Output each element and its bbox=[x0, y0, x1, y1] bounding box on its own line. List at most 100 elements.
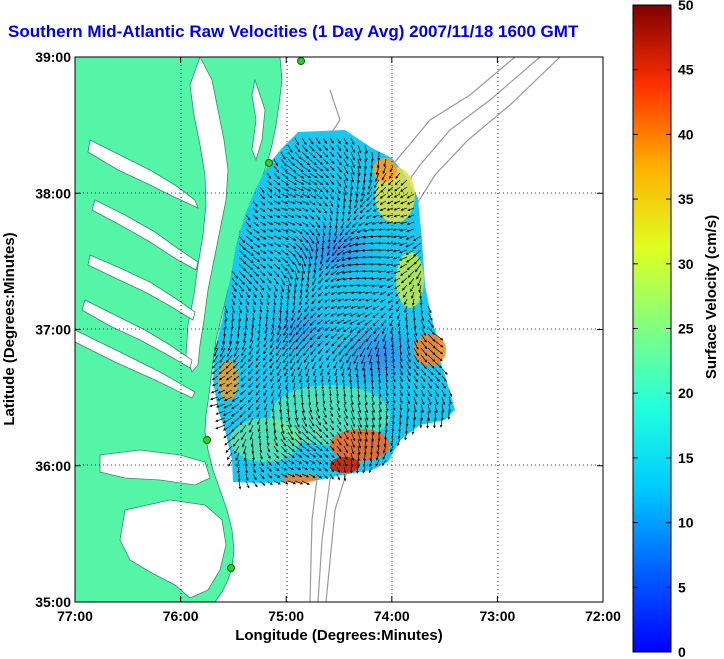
velocity-arrow bbox=[315, 410, 320, 419]
velocity-arrow bbox=[308, 256, 312, 267]
velocity-arrow bbox=[333, 235, 338, 244]
velocity-arrow bbox=[372, 298, 380, 302]
velocity-arrow bbox=[273, 277, 279, 285]
velocity-arrow bbox=[340, 361, 345, 370]
velocity-arrow bbox=[317, 298, 324, 304]
velocity-arrow bbox=[336, 193, 340, 202]
velocity-arrow bbox=[294, 263, 300, 274]
velocity-arrow bbox=[327, 375, 331, 383]
velocity-arrow bbox=[278, 382, 282, 390]
velocity-arrow bbox=[322, 207, 327, 214]
velocity-arrow bbox=[347, 361, 352, 371]
velocity-arrow bbox=[360, 347, 366, 358]
velocity-arrow bbox=[357, 333, 366, 342]
velocity-arrow bbox=[434, 375, 440, 382]
velocity-arrow bbox=[308, 403, 313, 413]
velocity-arrow bbox=[342, 375, 345, 384]
velocity-arrow bbox=[392, 256, 401, 260]
velocity-arrow bbox=[371, 151, 374, 162]
velocity-arrow bbox=[343, 158, 349, 167]
velocity-arrow bbox=[231, 305, 235, 314]
velocity-arrow bbox=[219, 354, 226, 364]
velocity-arrow bbox=[413, 347, 419, 357]
velocity-arrow bbox=[330, 277, 338, 282]
velocity-arrow bbox=[371, 389, 375, 398]
velocity-arrow bbox=[245, 249, 254, 256]
velocity-arrow bbox=[287, 270, 293, 280]
velocity-arrow bbox=[266, 214, 274, 218]
velocity-arrow bbox=[315, 242, 319, 252]
velocity-arrow bbox=[372, 312, 380, 318]
velocity-arrow bbox=[375, 347, 380, 358]
velocity-arrow bbox=[322, 410, 327, 419]
velocity-arrow bbox=[380, 179, 387, 187]
velocity-arrow bbox=[277, 368, 282, 377]
velocity-arrow bbox=[266, 242, 274, 247]
velocity-arrow bbox=[386, 207, 394, 211]
velocity-arrow bbox=[327, 368, 331, 376]
velocity-arrow bbox=[304, 305, 310, 313]
velocity-arrow bbox=[434, 333, 444, 341]
velocity-arrow bbox=[311, 354, 317, 363]
velocity-arrow bbox=[240, 368, 247, 375]
velocity-arrow bbox=[393, 277, 401, 282]
velocity-arrow bbox=[259, 298, 263, 306]
velocity-arrow bbox=[420, 333, 427, 343]
velocity-arrow bbox=[399, 263, 408, 269]
velocity-arrow bbox=[255, 361, 261, 368]
velocity-arrow bbox=[427, 326, 435, 335]
velocity-arrow bbox=[266, 305, 269, 313]
velocity-arrow bbox=[308, 193, 317, 199]
x-tick-label: 76:00 bbox=[163, 608, 199, 624]
velocity-arrow bbox=[315, 137, 321, 145]
velocity-arrow bbox=[329, 214, 333, 222]
velocity-arrow bbox=[283, 361, 289, 370]
velocity-arrow bbox=[399, 389, 403, 397]
velocity-arrow bbox=[302, 340, 310, 349]
velocity-arrow bbox=[233, 354, 240, 363]
velocity-arrow bbox=[381, 172, 387, 181]
velocity-arrow bbox=[227, 340, 233, 351]
velocity-arrow bbox=[339, 354, 345, 363]
velocity-arrow bbox=[231, 403, 240, 410]
velocity-arrow bbox=[294, 144, 301, 153]
velocity-arrow bbox=[336, 403, 340, 412]
velocity-arrow bbox=[334, 368, 338, 376]
velocity-arrow bbox=[266, 277, 272, 284]
velocity-arrow bbox=[307, 382, 310, 390]
velocity-arrow bbox=[273, 263, 281, 270]
velocity-arrow bbox=[310, 305, 317, 312]
velocity-arrow bbox=[266, 298, 270, 306]
velocity-arrow bbox=[284, 319, 289, 329]
velocity-arrow bbox=[301, 221, 309, 227]
velocity-arrow bbox=[318, 354, 324, 362]
velocity-arrow bbox=[392, 389, 396, 397]
velocity-arrow bbox=[336, 158, 342, 166]
velocity-arrow bbox=[327, 235, 331, 243]
velocity-arrow bbox=[344, 298, 352, 302]
velocity-arrow bbox=[357, 221, 366, 227]
velocity-arrow bbox=[278, 389, 282, 398]
colorbar-tick-label: 40 bbox=[678, 126, 694, 142]
velocity-arrow bbox=[322, 235, 325, 244]
velocity-arrow bbox=[296, 319, 303, 328]
velocity-arrow bbox=[308, 186, 318, 192]
velocity-arrow bbox=[368, 172, 373, 183]
velocity-arrow bbox=[364, 291, 373, 295]
velocity-arrow bbox=[352, 347, 359, 357]
velocity-arrow bbox=[277, 319, 282, 329]
velocity-arrow bbox=[280, 165, 288, 173]
velocity-arrow bbox=[315, 200, 322, 207]
velocity-arrow bbox=[245, 256, 254, 264]
velocity-arrow bbox=[273, 207, 281, 211]
velocity-arrow bbox=[301, 256, 307, 267]
velocity-arrow bbox=[427, 333, 436, 342]
velocity-arrow bbox=[434, 410, 437, 422]
velocity-arrow bbox=[351, 298, 359, 302]
velocity-arrow bbox=[248, 382, 254, 388]
velocity-arrow bbox=[441, 389, 446, 397]
velocity-arrow bbox=[252, 249, 261, 255]
velocity-arrow bbox=[420, 305, 424, 314]
velocity-arrow bbox=[299, 382, 303, 390]
velocity-arrow bbox=[406, 263, 415, 271]
